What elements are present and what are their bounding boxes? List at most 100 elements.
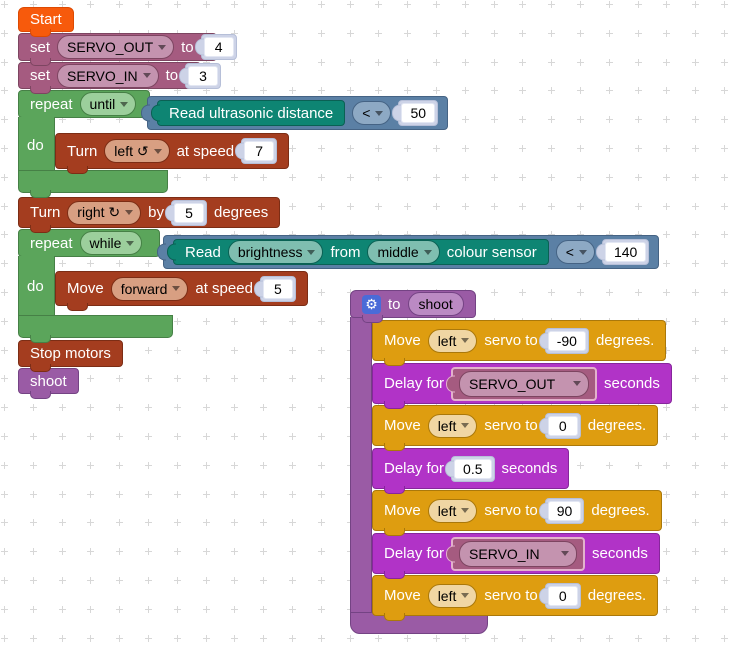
- loop-mode-dropdown[interactable]: until: [79, 92, 137, 116]
- number-value[interactable]: 4: [203, 37, 234, 57]
- variable-get-block[interactable]: SERVO_IN: [451, 536, 586, 571]
- dropdown-arrow-icon: [126, 240, 135, 246]
- dropdown-arrow-icon: [461, 423, 470, 428]
- turn-right-block[interactable]: Turn right ↻ by 5 degrees: [18, 197, 281, 233]
- call-shoot-block[interactable]: shoot: [18, 368, 79, 399]
- number-value[interactable]: 140: [604, 242, 647, 262]
- move-forward-block[interactable]: Move forward at speed 5: [55, 271, 308, 311]
- seconds-label: seconds: [604, 375, 660, 392]
- number-input[interactable]: 140: [601, 239, 650, 265]
- position-dropdown[interactable]: middle: [367, 240, 440, 264]
- number-value[interactable]: 50: [401, 103, 436, 123]
- loop-mode-dropdown[interactable]: while: [79, 231, 143, 255]
- set-label: set: [30, 38, 51, 56]
- number-input[interactable]: 4: [200, 34, 237, 60]
- move-servo-block[interactable]: Move left servo to 0 degrees.: [372, 575, 659, 621]
- servo-side-dropdown[interactable]: left: [427, 498, 478, 523]
- servo-to-label: servo to: [484, 587, 538, 604]
- stop-motors-block[interactable]: Stop motors: [18, 340, 123, 372]
- number-input[interactable]: 3: [185, 62, 222, 89]
- turn-label: Turn: [30, 204, 61, 221]
- set-servo-in-block[interactable]: set SERVO_IN to 3: [18, 62, 222, 94]
- degrees-value[interactable]: 90: [547, 500, 582, 521]
- degrees-label: degrees.: [587, 587, 647, 604]
- gear-icon[interactable]: ⚙: [362, 294, 381, 314]
- degrees-value[interactable]: 5: [174, 202, 204, 223]
- degrees-value[interactable]: 0: [547, 415, 578, 436]
- ultrasonic-sensor-block[interactable]: Read ultrasonic distance: [157, 100, 346, 126]
- servo-side-value: left: [437, 332, 457, 349]
- seconds-value[interactable]: 0.5: [454, 458, 492, 479]
- servo-side-value: left: [437, 587, 457, 604]
- degrees-input[interactable]: 90: [544, 497, 585, 524]
- channel-value: brightness: [237, 244, 303, 260]
- delay-block[interactable]: Delay for SERVO_IN seconds: [372, 533, 660, 579]
- colour-sensor-block[interactable]: Read brightness from middle colour senso…: [173, 239, 549, 265]
- servo-side-dropdown[interactable]: left: [427, 328, 478, 353]
- variable-dropdown[interactable]: SERVO_OUT: [459, 370, 590, 397]
- set-servo-out-block[interactable]: set SERVO_OUT to 4: [18, 33, 237, 66]
- dropdown-arrow-icon: [423, 249, 432, 255]
- servo-to-label: servo to: [484, 417, 538, 434]
- compare-block[interactable]: Read ultrasonic distance < 50: [147, 96, 449, 130]
- number-value[interactable]: 3: [188, 65, 219, 86]
- degrees-input[interactable]: 0: [544, 582, 581, 609]
- seconds-input[interactable]: 0.5: [451, 455, 495, 482]
- set-label: set: [30, 67, 51, 84]
- degrees-value[interactable]: -90: [547, 330, 586, 351]
- move-servo-block[interactable]: Move left servo to -90 degrees.: [372, 320, 667, 366]
- move-servo-block[interactable]: Move left servo to 0 degrees.: [372, 405, 659, 451]
- start-block[interactable]: Start: [18, 7, 74, 37]
- turn-left-block[interactable]: Turn left ↺ at speed 7: [55, 133, 290, 174]
- delay-block[interactable]: Delay for 0.5 seconds: [372, 448, 570, 494]
- number-input[interactable]: 50: [398, 100, 439, 126]
- move-servo-block[interactable]: Move left servo to 90 degrees.: [372, 490, 662, 536]
- at-speed-label: at speed: [195, 280, 253, 297]
- variable-dropdown[interactable]: SERVO_IN: [57, 63, 159, 88]
- operator-dropdown[interactable]: <: [352, 101, 392, 125]
- turn-direction-value: right ↻: [77, 204, 121, 220]
- servo-side-dropdown[interactable]: left: [427, 583, 478, 608]
- speed-input[interactable]: 7: [241, 138, 278, 164]
- channel-dropdown[interactable]: brightness: [227, 240, 324, 264]
- function-def-header[interactable]: ⚙ to shoot: [350, 290, 476, 323]
- loop-mode-value: while: [89, 235, 122, 251]
- variable-dropdown[interactable]: SERVO_OUT: [57, 35, 175, 59]
- speed-value[interactable]: 7: [244, 141, 275, 161]
- variable-name: SERVO_OUT: [469, 375, 556, 392]
- move-direction-dropdown[interactable]: forward: [110, 276, 189, 301]
- start-label: Start: [30, 11, 62, 28]
- degrees-input[interactable]: -90: [544, 327, 589, 354]
- servo-side-dropdown[interactable]: left: [427, 413, 478, 438]
- repeat-while-block[interactable]: repeat while: [18, 229, 160, 257]
- do-label: do: [27, 137, 44, 154]
- stop-motors-label: Stop motors: [30, 345, 111, 362]
- turn-direction-dropdown[interactable]: left ↺: [104, 139, 170, 163]
- degrees-input[interactable]: 0: [544, 412, 581, 439]
- delay-for-label: Delay for: [384, 545, 445, 562]
- speed-value[interactable]: 5: [262, 278, 293, 299]
- sensor-label: Read ultrasonic distance: [169, 104, 334, 122]
- delay-block[interactable]: Delay for SERVO_OUT seconds: [372, 363, 672, 409]
- variable-name: SERVO_IN: [469, 545, 540, 562]
- compare-block[interactable]: Read brightness from middle colour senso…: [163, 235, 660, 269]
- degrees-value[interactable]: 0: [547, 585, 578, 606]
- repeat-label: repeat: [30, 95, 73, 113]
- dropdown-arrow-icon: [172, 286, 181, 291]
- variable-dropdown[interactable]: SERVO_IN: [459, 540, 578, 567]
- move-label: Move: [384, 417, 421, 434]
- function-name-field[interactable]: shoot: [407, 292, 464, 316]
- read-label: Read: [185, 243, 221, 261]
- operator-dropdown[interactable]: <: [555, 240, 595, 264]
- degrees-input[interactable]: 5: [171, 199, 207, 226]
- speed-input[interactable]: 5: [259, 275, 296, 302]
- dropdown-arrow-icon: [153, 148, 162, 154]
- repeat-until-block[interactable]: repeat until: [18, 90, 150, 118]
- dropdown-arrow-icon: [461, 593, 470, 598]
- variable-get-block[interactable]: SERVO_OUT: [451, 366, 598, 401]
- dropdown-arrow-icon: [142, 73, 151, 78]
- from-label: from: [330, 243, 361, 261]
- repeat-label: repeat: [30, 234, 73, 252]
- turn-direction-dropdown[interactable]: right ↻: [67, 200, 142, 225]
